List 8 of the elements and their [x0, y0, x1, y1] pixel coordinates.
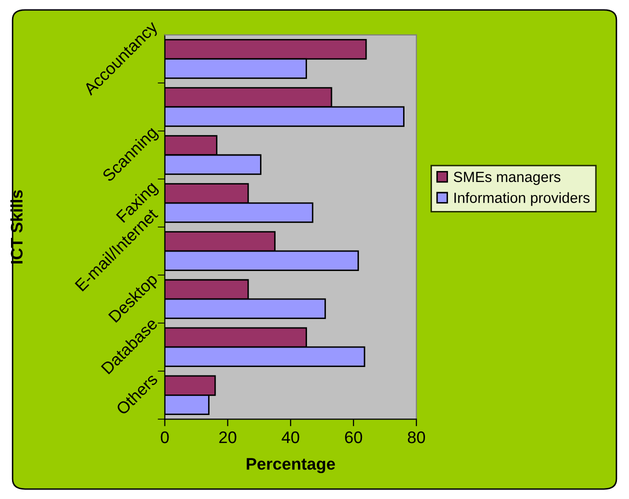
legend-label: SMEs managers — [454, 172, 560, 185]
x-tick-label: 40 — [282, 431, 300, 444]
legend-label: Information providers — [454, 192, 590, 206]
x-tick-label: 20 — [219, 431, 236, 444]
x-tick-label: 60 — [345, 431, 362, 444]
x-tick-label: 80 — [408, 431, 426, 444]
x-tick-label: 0 — [160, 431, 169, 444]
x-axis-title: Percentage — [246, 458, 335, 474]
